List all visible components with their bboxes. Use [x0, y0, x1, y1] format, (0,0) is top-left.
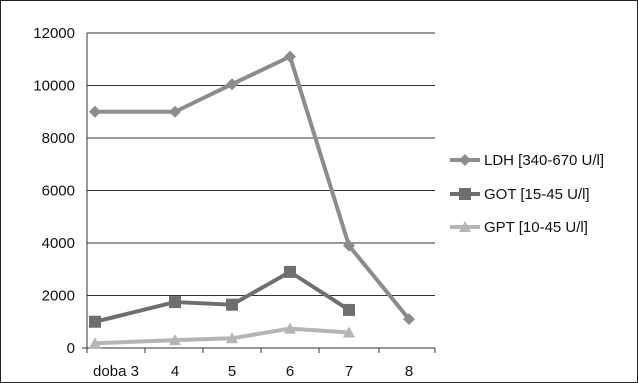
- y-tick-label: 4000: [42, 235, 75, 252]
- data-point-triangle: [169, 334, 181, 346]
- data-point-square: [343, 303, 355, 316]
- x-tick-label: 4: [171, 363, 179, 380]
- data-point-diamond: [343, 239, 355, 252]
- legend-marker-square: [459, 188, 471, 200]
- data-point-diamond: [284, 50, 296, 63]
- data-point-triangle: [343, 326, 355, 338]
- data-point-square: [89, 315, 101, 328]
- x-tick-label: 7: [345, 363, 353, 380]
- data-point-square: [284, 265, 296, 278]
- y-tick-label: 6000: [42, 183, 75, 200]
- y-tick-label: 0: [67, 340, 75, 357]
- legend-marker-diamond: [459, 154, 471, 166]
- data-point-triangle: [89, 337, 101, 349]
- y-tick-label: 2000: [42, 288, 75, 305]
- data-point-triangle: [284, 322, 296, 334]
- series-line-2: [94, 269, 351, 324]
- x-tick-label: doba 3: [93, 363, 139, 380]
- legend-marker-triangle: [459, 221, 471, 232]
- data-point-diamond: [226, 78, 238, 91]
- y-tick-label: 12000: [33, 25, 75, 42]
- y-tick-label: 8000: [42, 130, 75, 147]
- x-tick-label: 5: [228, 363, 236, 380]
- data-point-diamond: [403, 313, 415, 326]
- x-tick-label: 8: [405, 363, 413, 380]
- data-point-square: [169, 296, 181, 309]
- legend-label: LDH [340-670 U/l]: [484, 152, 604, 169]
- legend-label: GPT [10-45 U/l]: [484, 219, 588, 236]
- y-tick-label: 10000: [33, 78, 75, 95]
- data-point-diamond: [89, 105, 101, 118]
- series-line-3: [94, 326, 350, 346]
- data-point-square: [226, 298, 238, 311]
- data-point-diamond: [169, 105, 181, 118]
- series-line-1: [95, 54, 411, 321]
- legend-label: GOT [15-45 U/l]: [484, 186, 590, 203]
- data-point-triangle: [226, 332, 238, 344]
- x-tick-label: 6: [286, 363, 294, 380]
